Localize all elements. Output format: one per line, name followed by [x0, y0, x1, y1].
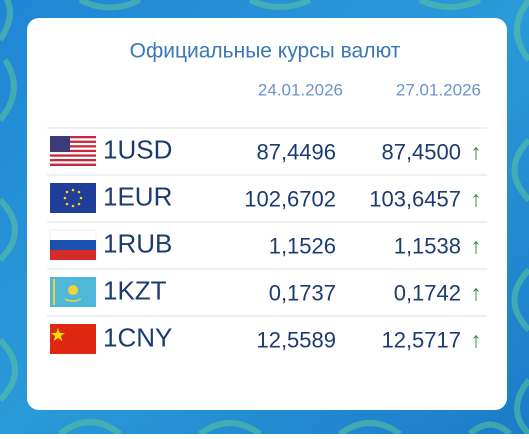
rate: 87,4500: [381, 139, 461, 164]
flag-cny: [50, 324, 96, 354]
flag-eur: [50, 183, 96, 213]
rate: 1,1538: [394, 233, 461, 258]
trend-arrow: ↑: [471, 233, 482, 258]
currency-code: 1EUR: [103, 181, 172, 211]
trend-arrow: ↑: [471, 327, 482, 352]
rate: 12,5589: [256, 327, 336, 352]
title: Официальные курсы валют: [130, 40, 401, 63]
currency-code: 1CNY: [103, 322, 172, 352]
rate: 87,4496: [256, 139, 336, 164]
flag-kzt: [50, 277, 96, 307]
currency-code: 1RUB: [103, 228, 172, 258]
trend-arrow: ↑: [471, 186, 482, 211]
rate: 0,1737: [269, 280, 336, 305]
flag-rub: [49, 229, 97, 261]
rate: 0,1742: [394, 280, 461, 305]
rate: 103,6457: [369, 186, 461, 211]
trend-arrow: ↑: [471, 139, 482, 164]
date-header: 27.01.2026: [396, 80, 481, 99]
currency-code: 1USD: [103, 134, 172, 164]
rate: 1,1526: [269, 233, 336, 258]
rate: 12,5717: [381, 327, 461, 352]
trend-arrow: ↑: [471, 280, 482, 305]
flag-usd: [50, 136, 96, 166]
rate: 102,6702: [244, 186, 336, 211]
card: [27, 18, 507, 410]
date-header: 24.01.2026: [258, 80, 343, 99]
currency-code: 1KZT: [103, 275, 167, 305]
